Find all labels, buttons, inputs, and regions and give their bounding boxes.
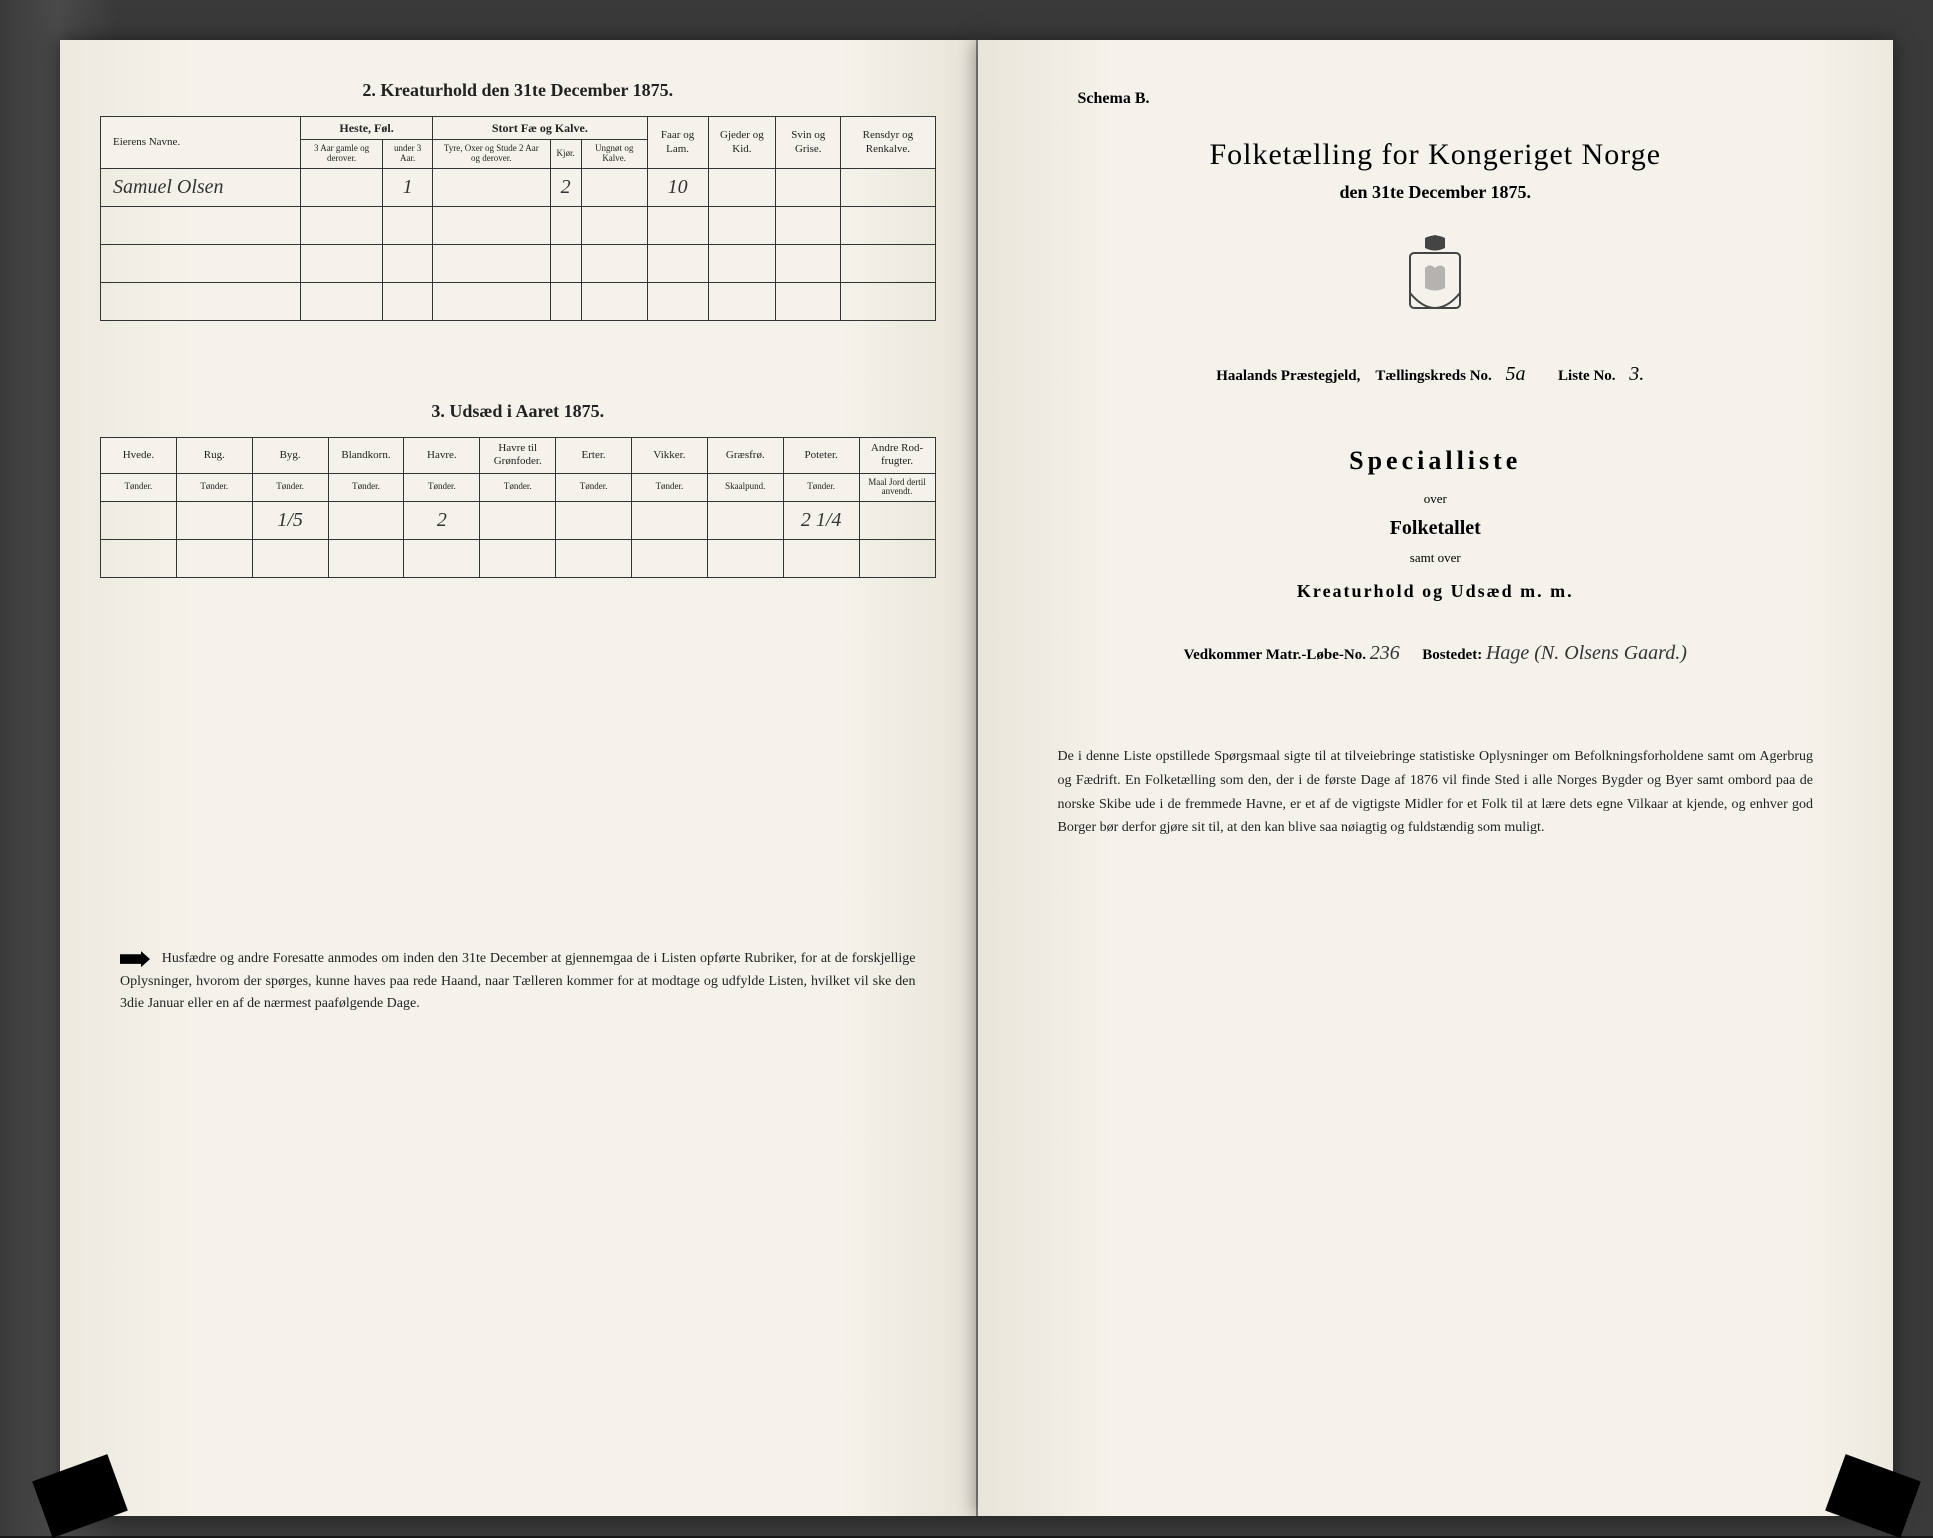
cell: 2 1/4 — [783, 502, 859, 540]
schema-label: Schema B. — [1078, 90, 1854, 108]
cell — [776, 169, 841, 207]
th-reindeer: Rensdyr og Renkalve. — [841, 117, 935, 169]
table-row: Samuel Olsen 1 2 10 — [101, 169, 936, 207]
th-rug: Rug. — [176, 438, 252, 473]
cell — [581, 169, 647, 207]
th-vikker: Vikker. — [632, 438, 708, 473]
bosted-value: Hage (N. Olsens Gaard.) — [1486, 642, 1687, 664]
table-row: 1/5 2 2 1/4 — [101, 502, 936, 540]
kreds-value: 5a — [1496, 363, 1536, 385]
th-andre: Andre Rod-frugter. — [859, 438, 935, 473]
th-pigs: Svin og Grise. — [776, 117, 841, 169]
unit: Maal Jord dertil anvendt. — [859, 473, 935, 502]
liste-label: Liste No. — [1558, 368, 1616, 384]
th-havregron: Havre til Grønfoder. — [480, 438, 556, 473]
table-row — [101, 540, 936, 578]
coat-of-arms-icon — [1400, 233, 1470, 323]
th-poteter: Poteter. — [783, 438, 859, 473]
left-page: 2. Kreaturhold den 31te December 1875. E… — [60, 40, 978, 1516]
folketallet-title: Folketallet — [1018, 517, 1854, 540]
main-title: Folketælling for Kongeriget Norge — [1018, 138, 1854, 172]
table3-title: 3. Udsæd i Aaret 1875. — [100, 401, 936, 422]
table2-title: 2. Kreaturhold den 31te December 1875. — [100, 80, 936, 101]
cell: 1 — [383, 169, 433, 207]
bosted-label: Bostedet: — [1422, 647, 1482, 663]
vedkommer-line: Vedkommer Matr.-Løbe-No. 236 Bostedet: H… — [1018, 642, 1854, 665]
th-goats: Gjeder og Kid. — [708, 117, 776, 169]
th-cattle: Stort Fæ og Kalve. — [433, 117, 648, 140]
matr-value: 236 — [1370, 642, 1400, 664]
pointing-hand-icon — [120, 951, 150, 967]
cell — [433, 169, 550, 207]
specialliste-title: Specialliste — [1018, 446, 1854, 476]
cell: 2 — [404, 502, 480, 540]
parish-line: Haalands Præstegjeld, Tællingskreds No. … — [1018, 363, 1854, 386]
right-paragraph: De i denne Liste opstillede Spørgsmaal s… — [1018, 745, 1854, 840]
cell-owner: Samuel Olsen — [101, 169, 301, 207]
kreaturhold-title: Kreaturhold og Udsæd m. m. — [1018, 581, 1854, 602]
unit: Tønder. — [480, 473, 556, 502]
cell — [841, 169, 935, 207]
unit: Tønder. — [328, 473, 404, 502]
unit: Skaalpund. — [707, 473, 783, 502]
th-byg: Byg. — [252, 438, 328, 473]
th-sheep: Faar og Lam. — [647, 117, 708, 169]
matr-label: Vedkommer Matr.-Løbe-No. — [1184, 647, 1366, 663]
parish-label: Haalands Præstegjeld, — [1216, 368, 1360, 384]
book-spread: 2. Kreaturhold den 31te December 1875. E… — [60, 40, 1893, 1516]
udsaed-table: Hvede. Rug. Byg. Blandkorn. Havre. Havre… — [100, 437, 936, 578]
unit: Tønder. — [632, 473, 708, 502]
th-erter: Erter. — [556, 438, 632, 473]
footnote-text: Husfædre og andre Foresatte anmodes om i… — [120, 951, 916, 1011]
samt-over-label: samt over — [1018, 550, 1854, 566]
th-blandkorn: Blandkorn. — [328, 438, 404, 473]
table-row — [101, 245, 936, 283]
table-row — [101, 207, 936, 245]
unit: Tønder. — [404, 473, 480, 502]
unit: Tønder. — [783, 473, 859, 502]
unit: Tønder. — [252, 473, 328, 502]
left-footnote: Husfædre og andre Foresatte anmodes om i… — [100, 948, 936, 1015]
cell: 10 — [647, 169, 708, 207]
th-c3: Ungnøt og Kalve. — [581, 140, 647, 169]
date-line: den 31te December 1875. — [1018, 182, 1854, 203]
unit: Tønder. — [556, 473, 632, 502]
kreds-label: Tællingskreds No. — [1375, 368, 1491, 384]
th-hvede: Hvede. — [101, 438, 177, 473]
right-page: Schema B. Folketælling for Kongeriget No… — [978, 40, 1894, 1516]
kreaturhold-table: Eierens Navne. Heste, Føl. Stort Fæ og K… — [100, 116, 936, 321]
th-h2: under 3 Aar. — [383, 140, 433, 169]
cell — [708, 169, 776, 207]
th-horses: Heste, Føl. — [301, 117, 433, 140]
th-c1: Tyre, Oxer og Stude 2 Aar og derover. — [433, 140, 550, 169]
cell: 1/5 — [252, 502, 328, 540]
unit: Tønder. — [101, 473, 177, 502]
th-h1: 3 Aar gamle og derover. — [301, 140, 383, 169]
th-owner: Eierens Navne. — [101, 117, 301, 169]
th-grasfro: Græsfrø. — [707, 438, 783, 473]
cell — [301, 169, 383, 207]
th-havre: Havre. — [404, 438, 480, 473]
liste-value: 3. — [1619, 363, 1654, 385]
over-label: over — [1018, 491, 1854, 507]
unit: Tønder. — [176, 473, 252, 502]
cell: 2 — [550, 169, 581, 207]
table-row — [101, 283, 936, 321]
th-c2: Kjør. — [550, 140, 581, 169]
